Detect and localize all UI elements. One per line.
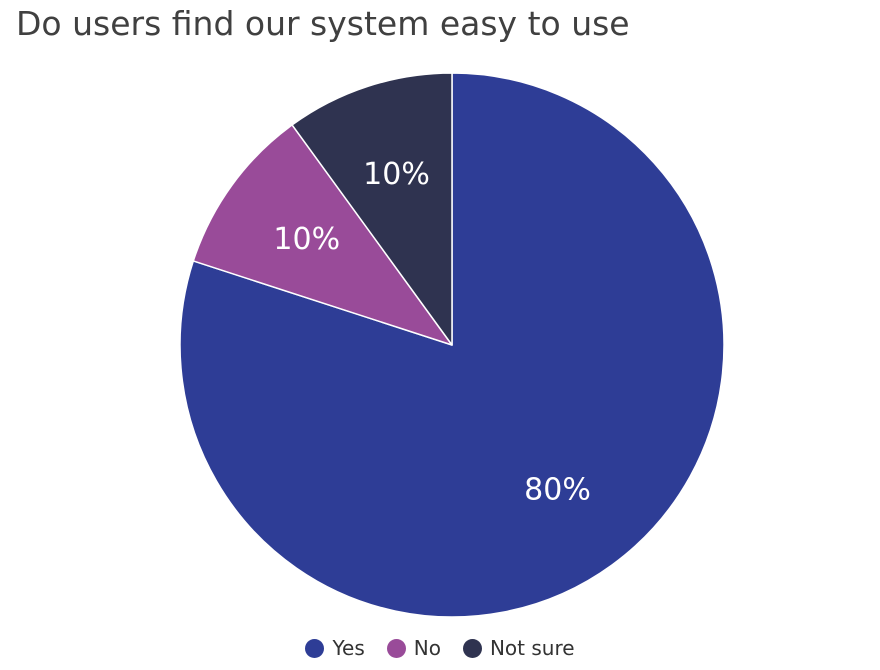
legend-item-not-sure[interactable]: Not sure bbox=[462, 636, 575, 660]
legend-marker-not-sure bbox=[462, 638, 482, 658]
legend-label-not-sure: Not sure bbox=[489, 636, 575, 660]
slice-label-yes: 80% bbox=[524, 473, 591, 508]
slice-label-no: 10% bbox=[273, 222, 340, 257]
legend-item-no[interactable]: No bbox=[386, 636, 441, 660]
legend: Yes No Not sure bbox=[0, 634, 880, 662]
legend-label-yes: Yes bbox=[332, 636, 365, 660]
legend-item-yes[interactable]: Yes bbox=[305, 636, 365, 660]
pie-slice-no[interactable] bbox=[192, 124, 453, 346]
legend-marker-no bbox=[386, 638, 406, 658]
slice-label-not-sure: 10% bbox=[363, 157, 430, 192]
chart-title: Do users find our system easy to use bbox=[16, 4, 630, 43]
legend-label-no: No bbox=[413, 636, 441, 660]
legend-marker-yes bbox=[305, 638, 325, 658]
pie-slice-not-sure[interactable] bbox=[291, 72, 453, 346]
